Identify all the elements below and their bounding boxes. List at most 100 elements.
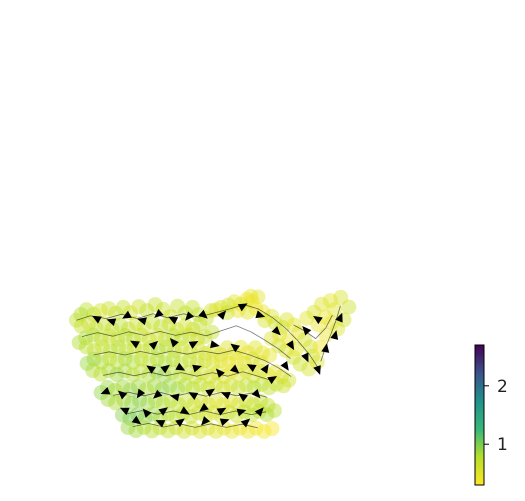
velocity-arrow-41 xyxy=(142,408,152,418)
cell-point-90 xyxy=(157,331,173,347)
colorbar-gradient-bar xyxy=(474,344,485,486)
cell-point-245 xyxy=(120,419,136,435)
cell-point-70 xyxy=(104,321,120,337)
cell-point-246 xyxy=(128,423,144,439)
cell-point-67 xyxy=(81,315,97,331)
cell-point-41 xyxy=(299,310,315,326)
velocity-arrow-23 xyxy=(238,393,249,402)
colorbar-ticks: 12 xyxy=(484,377,508,455)
cell-point-85 xyxy=(197,329,213,345)
cell-point-42 xyxy=(310,317,326,333)
cell-point-87 xyxy=(182,327,198,343)
velocity-arrow-37 xyxy=(229,364,240,374)
cell-point-11 xyxy=(240,304,256,320)
cell-point-164 xyxy=(194,365,210,381)
velocity-arrow-54 xyxy=(130,340,140,349)
cell-point-201 xyxy=(93,385,109,401)
velocity-arrow-28 xyxy=(153,389,163,399)
cell-point-126 xyxy=(262,347,278,363)
velocity-arrow-26 xyxy=(188,392,199,401)
streamline-2 xyxy=(93,349,292,377)
cell-point-124 xyxy=(247,340,263,356)
cell-point-240 xyxy=(145,406,161,422)
cell-point-16 xyxy=(267,315,283,331)
cell-point-190 xyxy=(177,377,193,393)
velocity-arrow-46 xyxy=(236,408,247,417)
cell-point-105 xyxy=(102,343,118,359)
cell-point-146 xyxy=(102,351,118,367)
cell-point-216 xyxy=(208,393,224,409)
cell-point-29 xyxy=(271,338,287,354)
velocity-arrow-22 xyxy=(251,388,261,399)
cell-point-129 xyxy=(236,355,252,371)
cell-point-140 xyxy=(149,351,165,367)
velocity-arrow-49 xyxy=(155,420,166,428)
cell-point-179 xyxy=(261,380,277,396)
streamline-7 xyxy=(320,305,341,362)
cell-point-213 xyxy=(186,397,202,413)
cell-point-150 xyxy=(85,363,101,379)
cell-point-60 xyxy=(101,301,117,317)
cell-point-202 xyxy=(100,391,116,407)
cell-point-81 xyxy=(192,316,208,332)
streamline-0 xyxy=(76,304,318,368)
cell-point-191 xyxy=(170,381,186,397)
cell-point-43 xyxy=(317,309,333,325)
cell-point-51 xyxy=(170,298,186,314)
velocity-arrow-17 xyxy=(335,312,343,323)
cell-point-182 xyxy=(238,377,254,393)
cell-point-100 xyxy=(78,330,94,346)
velocity-arrow-36 xyxy=(215,368,225,378)
cell-point-23 xyxy=(304,348,320,364)
cell-point-128 xyxy=(244,351,260,367)
velocity-arrow-2 xyxy=(122,310,132,319)
cell-point-176 xyxy=(281,372,297,388)
cell-point-20 xyxy=(291,325,307,341)
cell-point-27 xyxy=(286,349,302,365)
velocity-arrow-58 xyxy=(210,340,220,349)
cell-point-47 xyxy=(333,289,349,305)
cell-point-256 xyxy=(208,423,224,439)
cell-point-211 xyxy=(170,396,186,412)
velocity-arrow-40 xyxy=(119,407,130,416)
cell-point-61 xyxy=(92,303,108,319)
velocity-arrow-57 xyxy=(188,340,199,349)
cell-point-119 xyxy=(212,347,228,363)
cell-point-68 xyxy=(88,320,104,336)
velocity-arrow-39 xyxy=(260,364,269,374)
cell-point-143 xyxy=(125,354,141,370)
velocity-arrow-16 xyxy=(330,330,339,340)
velocity-arrow-44 xyxy=(199,402,209,412)
velocity-arrow-59 xyxy=(230,343,241,353)
velocity-arrow-13 xyxy=(301,352,309,363)
streamline-1 xyxy=(81,325,291,359)
cell-point-98 xyxy=(93,331,109,347)
velocity-arrow-52 xyxy=(219,418,230,427)
cell-point-141 xyxy=(141,355,157,371)
cell-point-180 xyxy=(254,377,270,393)
cell-point-26 xyxy=(292,356,308,372)
cell-point-6 xyxy=(220,297,236,313)
cell-point-208 xyxy=(148,393,164,409)
cell-point-206 xyxy=(132,392,148,408)
cell-point-106 xyxy=(110,339,126,355)
velocity-arrow-25 xyxy=(205,388,215,397)
velocity-arrow-31 xyxy=(100,387,111,395)
velocity-arrow-11 xyxy=(271,326,281,336)
cell-point-54 xyxy=(147,297,163,313)
cell-point-148 xyxy=(86,351,102,367)
cell-point-194 xyxy=(146,378,162,394)
cell-point-152 xyxy=(101,363,117,379)
cell-point-97 xyxy=(101,328,117,344)
cell-point-89 xyxy=(165,327,181,343)
cell-point-131 xyxy=(221,355,237,371)
velocity-arrow-3 xyxy=(137,317,147,326)
cell-point-198 xyxy=(115,379,131,395)
velocity-arrow-9 xyxy=(237,303,248,312)
cell-point-222 xyxy=(253,393,269,409)
cell-point-183 xyxy=(230,380,246,396)
velocity-arrow-38 xyxy=(246,364,257,373)
cell-point-147 xyxy=(94,354,110,370)
cell-point-149 xyxy=(79,355,95,371)
cell-point-49 xyxy=(184,299,200,315)
